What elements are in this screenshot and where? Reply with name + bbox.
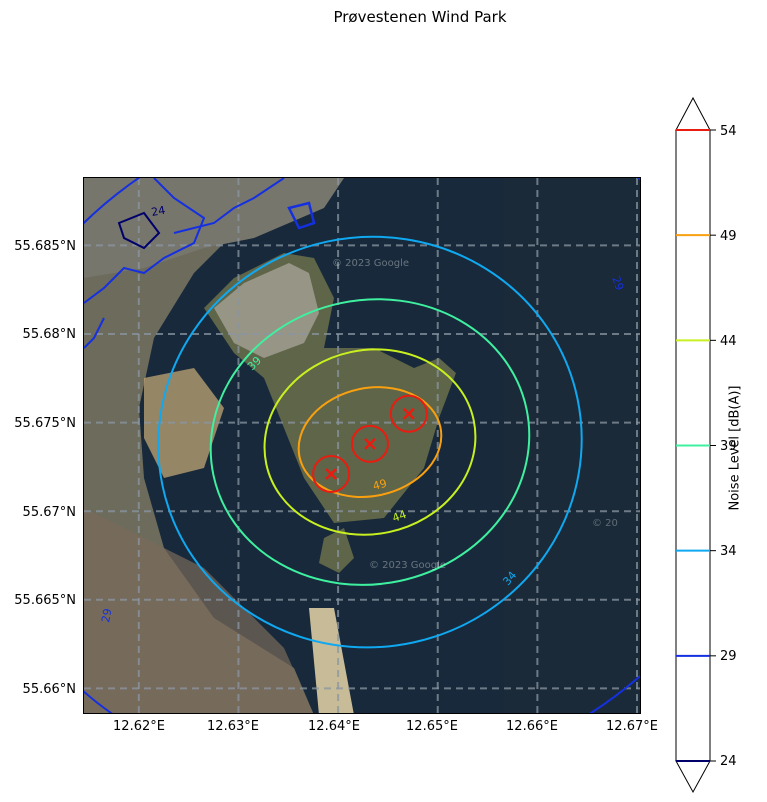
pier [319, 528, 354, 573]
contour-line [84, 317, 105, 349]
x-tick-label: 12.64°E [308, 719, 360, 734]
contour-line [173, 178, 285, 234]
colorbar-tick-label: 34 [720, 544, 737, 559]
colorbar-tick-label: 29 [720, 649, 737, 664]
x-tick-label: 12.62°E [113, 719, 165, 734]
x-tick-label: 12.67°E [606, 719, 658, 734]
colorbar-tick-label: 44 [720, 334, 737, 349]
y-tick-label: 55.66°N [22, 682, 76, 697]
turbines [325, 407, 415, 480]
contour-line [84, 178, 206, 304]
colorbar-extend-min [675, 760, 711, 794]
colorbar-level-lines [676, 129, 716, 762]
colorbar-tick-label: 24 [720, 754, 737, 769]
turbine-marker [364, 437, 376, 450]
contour-line [117, 211, 161, 250]
contour-line [287, 201, 316, 230]
turbine-marker [325, 468, 337, 480]
colorbar-extend-max [675, 96, 711, 131]
contour-label: 44 [391, 508, 409, 525]
contour-line [157, 235, 583, 649]
y-tick-label: 55.68°N [22, 327, 76, 342]
satellite-map: 24 29 29 34 39 44 49 © 2023 Google © 2023 Goog… [83, 177, 641, 714]
map-watermark: © 2023 Google [369, 560, 446, 571]
gridlines [84, 178, 640, 713]
harbour-district [84, 178, 344, 278]
y-tick-label: 55.685°N [14, 239, 76, 254]
contour-label: 29 [99, 607, 114, 623]
y-tick-label: 55.665°N [14, 593, 76, 608]
colorbar-tick-label: 39 [720, 439, 737, 454]
turbine-marker-stroke [364, 437, 376, 450]
contour-line [350, 424, 389, 463]
colorbar-label: Noise Level [dB(A)] [727, 385, 743, 511]
beach [309, 608, 354, 713]
figure-title: Prøvestenen Wind Park [333, 8, 507, 26]
turbine-marker [402, 407, 415, 420]
turbine-marker-stroke [402, 407, 415, 420]
x-tick-label: 12.66°E [506, 719, 558, 734]
x-tick-label: 12.65°E [406, 719, 458, 734]
contour-label: 29 [609, 275, 626, 293]
colorbar-tick-label: 54 [720, 124, 737, 139]
colorbar-tick-label: 49 [720, 229, 737, 244]
map-watermark: © 2023 Google [332, 258, 409, 269]
colorbar [675, 96, 716, 794]
turbine-marker-stroke [325, 468, 337, 480]
y-tick-label: 55.67°N [22, 505, 76, 520]
y-tick-label: 55.675°N [14, 416, 76, 431]
contour-line [209, 298, 531, 586]
open-water [504, 178, 640, 713]
contour-line [389, 394, 428, 433]
map-watermark: © 20 [592, 518, 618, 529]
contour-line [297, 386, 443, 498]
contour-label: 24 [150, 204, 166, 219]
contour-line [263, 348, 477, 536]
contour-line [312, 454, 351, 493]
x-tick-label: 12.63°E [207, 719, 259, 734]
contour-label: 49 [371, 477, 388, 493]
urban-rooftops [84, 508, 314, 713]
